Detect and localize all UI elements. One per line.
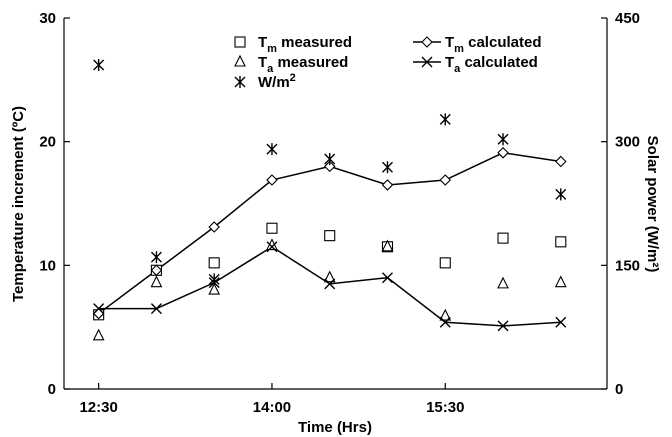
point-ta-measured	[92, 328, 105, 341]
point-w-m2	[439, 113, 451, 126]
legend-item-tm-measured: Tm measured	[234, 34, 352, 55]
point-ta-measured	[497, 276, 509, 289]
point-w-m2	[497, 133, 509, 146]
y-left-tick-label: 10	[39, 257, 56, 274]
point-tm-measured	[324, 230, 336, 242]
point-w-m2	[266, 143, 278, 156]
point-w-m2	[93, 58, 105, 71]
series-line-ta-calculated	[98, 245, 561, 327]
point-ta-calculated	[93, 303, 105, 315]
point-tm-calculated	[555, 155, 567, 168]
point-ta-calculated	[497, 320, 509, 332]
legend-item-ta-calculated: Ta calculated	[413, 54, 538, 75]
point-tm-calculated	[323, 160, 336, 173]
legend-label: Ta measured	[258, 54, 348, 75]
point-tm-calculated	[150, 264, 163, 277]
y-left-tick-label: 30	[39, 10, 56, 27]
point-tm-calculated	[266, 174, 278, 186]
legend-marker	[234, 76, 246, 88]
series-marks	[92, 58, 567, 341]
point-ta-measured	[439, 308, 452, 321]
point-tm-measured	[266, 222, 278, 234]
y-axis-right-title: Solar power (W/m²)	[644, 136, 661, 273]
point-tm-measured	[497, 232, 509, 244]
legend-item-w-m2: W/m2	[234, 72, 296, 91]
point-ta-calculated	[439, 316, 451, 328]
y-right-tick-label: 450	[615, 10, 640, 27]
point-ta-calculated	[150, 303, 162, 315]
x-tick-label: 15:30	[426, 399, 464, 416]
point-ta-calculated	[555, 316, 567, 328]
point-ta-measured	[323, 270, 336, 283]
legend-marker	[234, 36, 246, 48]
y-right-tick-label: 0	[615, 381, 623, 398]
legend-item-tm-calculated: Tm calculated	[413, 34, 542, 55]
y-axis-left-title: Temperature increment (ºC)	[10, 106, 27, 302]
point-w-m2	[324, 152, 336, 165]
legend-marker	[421, 36, 433, 48]
y-right-tick-label: 300	[615, 134, 640, 151]
legend-label: W/m2	[258, 72, 296, 91]
y-left-tick-label: 0	[48, 381, 56, 398]
point-ta-measured	[208, 282, 221, 295]
x-tick-label: 14:00	[253, 399, 291, 416]
point-ta-calculated	[324, 278, 336, 290]
point-tm-measured	[208, 257, 220, 269]
legend-item-ta-measured: Ta measured	[234, 54, 348, 75]
point-tm-calculated	[381, 179, 394, 191]
legend-marker	[421, 56, 433, 68]
point-ta-calculated	[266, 241, 278, 253]
x-axis-title: Time (Hrs)	[298, 419, 372, 436]
point-tm-calculated	[497, 147, 509, 159]
point-w-m2	[208, 273, 220, 286]
legend: Tm measured Tm calculated Ta measured Ta ca…	[234, 34, 542, 91]
point-tm-measured	[439, 257, 451, 269]
point-w-m2	[555, 188, 567, 201]
point-ta-measured	[554, 275, 567, 288]
point-ta-measured	[381, 239, 394, 252]
legend-label: Ta calculated	[445, 54, 538, 75]
axes	[63, 18, 608, 390]
x-tick-label: 12:30	[79, 399, 117, 416]
legend-marker	[234, 54, 246, 67]
legend-label: Tm measured	[258, 34, 352, 55]
y-right-tick-label: 150	[615, 257, 640, 274]
point-tm-calculated	[439, 174, 452, 186]
point-w-m2	[381, 161, 393, 174]
point-ta-measured	[150, 275, 163, 288]
legend-label: Tm calculated	[445, 34, 542, 55]
y-left-tick-label: 20	[39, 134, 56, 151]
point-ta-calculated	[381, 272, 393, 284]
point-ta-measured	[266, 238, 278, 251]
point-tm-calculated	[208, 221, 220, 233]
point-w-m2	[150, 251, 162, 264]
point-tm-measured	[555, 236, 567, 248]
